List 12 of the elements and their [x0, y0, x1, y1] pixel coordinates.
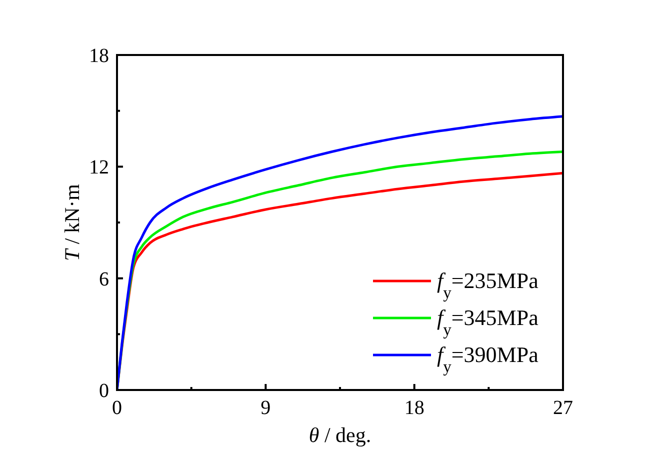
- legend-label: f$_{y}$=390MPa: [437, 342, 539, 376]
- y-tick-label: 18: [89, 45, 109, 67]
- y-tick-label: 12: [89, 156, 109, 179]
- y-tick-label: 0: [99, 380, 109, 402]
- y-axis-title: T / kN·m: [60, 184, 84, 262]
- x-tick-label: 27: [553, 397, 573, 419]
- y-tick-label: 6: [99, 268, 109, 290]
- legend-label: f$_{y}$=235MPa: [437, 268, 539, 302]
- legend-label: f$_{y}$=345MPa: [437, 305, 539, 338]
- x-tick-label: 18: [404, 397, 424, 419]
- x-axis-title: θ / deg.: [308, 423, 372, 447]
- x-tick-label: 9: [260, 397, 271, 419]
